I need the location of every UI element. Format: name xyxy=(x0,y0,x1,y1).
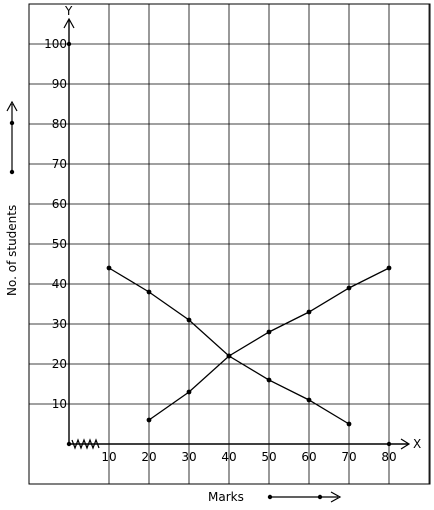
data-point xyxy=(106,265,112,271)
data-point xyxy=(346,421,352,427)
y-tick-label: 30 xyxy=(52,317,67,331)
x-tick-label: 50 xyxy=(261,450,276,464)
axis-break-zigzag-icon xyxy=(71,438,100,450)
y-tick-label: 10 xyxy=(52,397,67,411)
x-tick-label: 60 xyxy=(301,450,316,464)
x-tick-label: 70 xyxy=(341,450,356,464)
y-tick-label: 80 xyxy=(52,117,67,131)
data-point xyxy=(186,317,192,323)
x-tick-labels: 10 20 30 40 50 60 70 80 xyxy=(101,450,396,464)
series-group xyxy=(106,265,392,427)
x-axis-letter: X xyxy=(413,437,421,451)
data-point xyxy=(266,377,272,383)
x-tick-label: 40 xyxy=(221,450,236,464)
x-axis-arrow-icon xyxy=(400,438,411,450)
y-tick-labels: 10 20 30 40 50 60 70 80 90 100 xyxy=(44,37,67,411)
x-axis-title: Marks xyxy=(208,490,244,504)
data-point xyxy=(306,309,312,315)
data-point xyxy=(146,289,152,295)
data-point xyxy=(186,389,192,395)
y-tick-label: 70 xyxy=(52,157,67,171)
y-axis-end-point xyxy=(66,41,72,47)
y-tick-label: 60 xyxy=(52,197,67,211)
x-title-arrow-icon xyxy=(330,491,342,503)
y-tick-label: 50 xyxy=(52,237,67,251)
x-tick-label: 10 xyxy=(101,450,116,464)
y-axis-arrow-icon xyxy=(63,17,75,29)
x-tick-label: 30 xyxy=(181,450,196,464)
data-point xyxy=(226,353,232,359)
data-point xyxy=(306,397,312,403)
x-axis-end-point xyxy=(386,441,392,447)
axes xyxy=(63,17,411,450)
x-tick-label: 20 xyxy=(141,450,156,464)
y-axis-title: No. of students xyxy=(5,205,19,296)
data-point xyxy=(386,265,392,271)
y-title-arrow-icon xyxy=(6,100,18,112)
y-title-arrow xyxy=(6,100,18,175)
x-tick-label: 80 xyxy=(381,450,396,464)
y-axis-letter: Y xyxy=(64,4,73,18)
data-point xyxy=(146,417,152,423)
grid xyxy=(29,4,430,484)
data-point xyxy=(346,285,352,291)
x-title-arrow xyxy=(267,491,342,503)
origin-point xyxy=(66,441,72,447)
y-tick-label: 90 xyxy=(52,77,67,91)
data-point xyxy=(266,329,272,335)
y-tick-label: 20 xyxy=(52,357,67,371)
y-tick-label: 100 xyxy=(44,37,67,51)
y-tick-label: 40 xyxy=(52,277,67,291)
